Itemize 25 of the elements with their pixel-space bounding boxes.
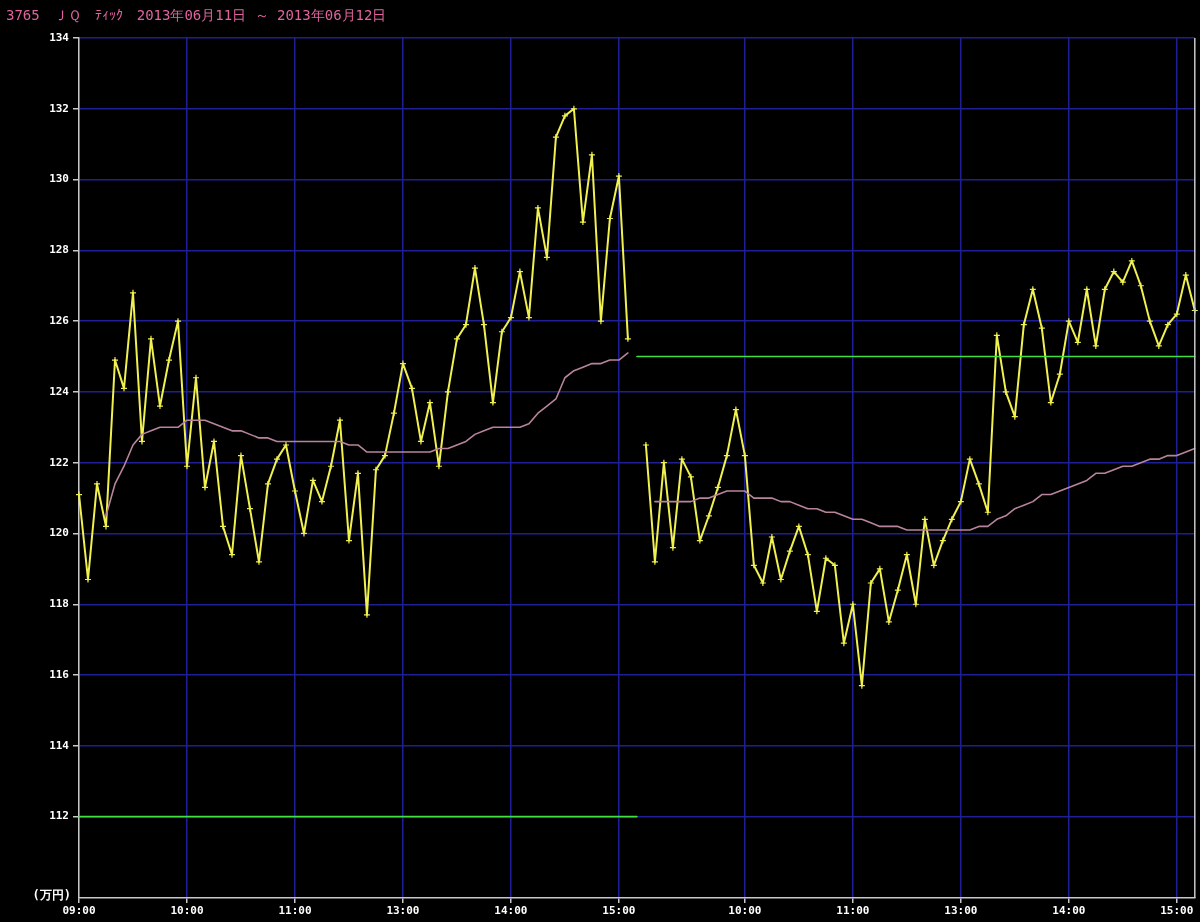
y-tick-label: 114 [49,738,70,752]
y-tick-label: 116 [49,667,70,681]
y-tick-label: 126 [49,313,70,327]
x-tick-label: 14:00 [1052,904,1086,918]
x-tick-label: 09:00 [62,904,96,918]
chart-title: 3765 ＪＱ ﾃｨｯｸ 2013年06月11日 ～ 2013年06月12日 [6,6,387,23]
x-tick-label: 13:00 [944,904,978,918]
y-tick-label: 128 [49,243,69,257]
y-tick-label: 130 [49,172,69,186]
x-tick-label: 10:00 [728,904,762,918]
x-tick-label: 10:00 [170,904,204,918]
y-tick-label: 122 [49,455,69,469]
x-tick-label: 15:00 [1160,904,1194,918]
x-tick-label: 11:00 [278,904,312,918]
y-tick-label: 120 [49,526,69,540]
x-tick-label: 14:00 [494,904,528,918]
y-tick-label: 112 [49,809,69,823]
y-tick-label: 124 [49,384,70,398]
y-tick-label: 134 [49,30,70,44]
y-tick-label: 118 [49,597,69,611]
y-tick-label: 132 [49,101,69,115]
x-tick-label: 13:00 [386,904,420,918]
x-tick-label: 11:00 [836,904,870,918]
y-axis-title: (万円) [32,888,71,903]
x-tick-label: 15:00 [602,904,636,918]
